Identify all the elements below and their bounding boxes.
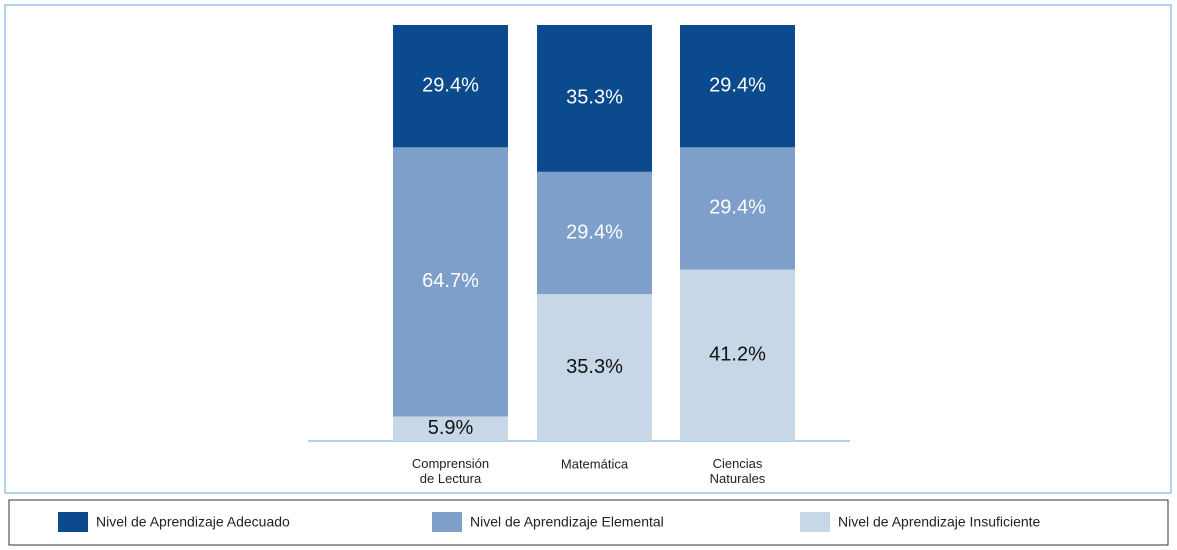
value-label: 64.7% [422, 270, 479, 292]
value-label: 29.4% [709, 74, 766, 96]
chart-frame [4, 4, 1172, 494]
bar-segment [393, 147, 508, 417]
value-label: 41.2% [709, 344, 766, 366]
value-label: 29.4% [709, 197, 766, 219]
legend-label: Nivel de Aprendizaje Adecuado [96, 514, 290, 530]
legend-swatch [58, 512, 88, 532]
bar-segment [393, 25, 508, 148]
value-label: 35.3% [566, 87, 623, 109]
bar-segment [680, 147, 795, 270]
x-tick-label: Matemática [561, 456, 629, 471]
legend-box [8, 499, 1169, 546]
value-label: 5.9% [428, 417, 474, 439]
value-label: 35.3% [566, 356, 623, 378]
value-label: 29.4% [566, 221, 623, 243]
value-label: 29.4% [422, 74, 479, 96]
bar-segment [537, 171, 652, 295]
bar-segment [680, 269, 795, 441]
legend-label: Nivel de Aprendizaje Insuficiente [838, 514, 1041, 530]
legend-label: Nivel de Aprendizaje Elemental [470, 514, 664, 530]
x-tick-label: Ciencias Naturales [710, 456, 766, 486]
bar-segment [537, 25, 652, 172]
legend-swatch [800, 512, 830, 532]
bar-segment [537, 294, 652, 441]
legend-swatch [432, 512, 462, 532]
bar-segment [680, 25, 795, 148]
bar-segment [393, 416, 508, 441]
x-tick-label: Comprensión de Lectura [412, 456, 489, 486]
